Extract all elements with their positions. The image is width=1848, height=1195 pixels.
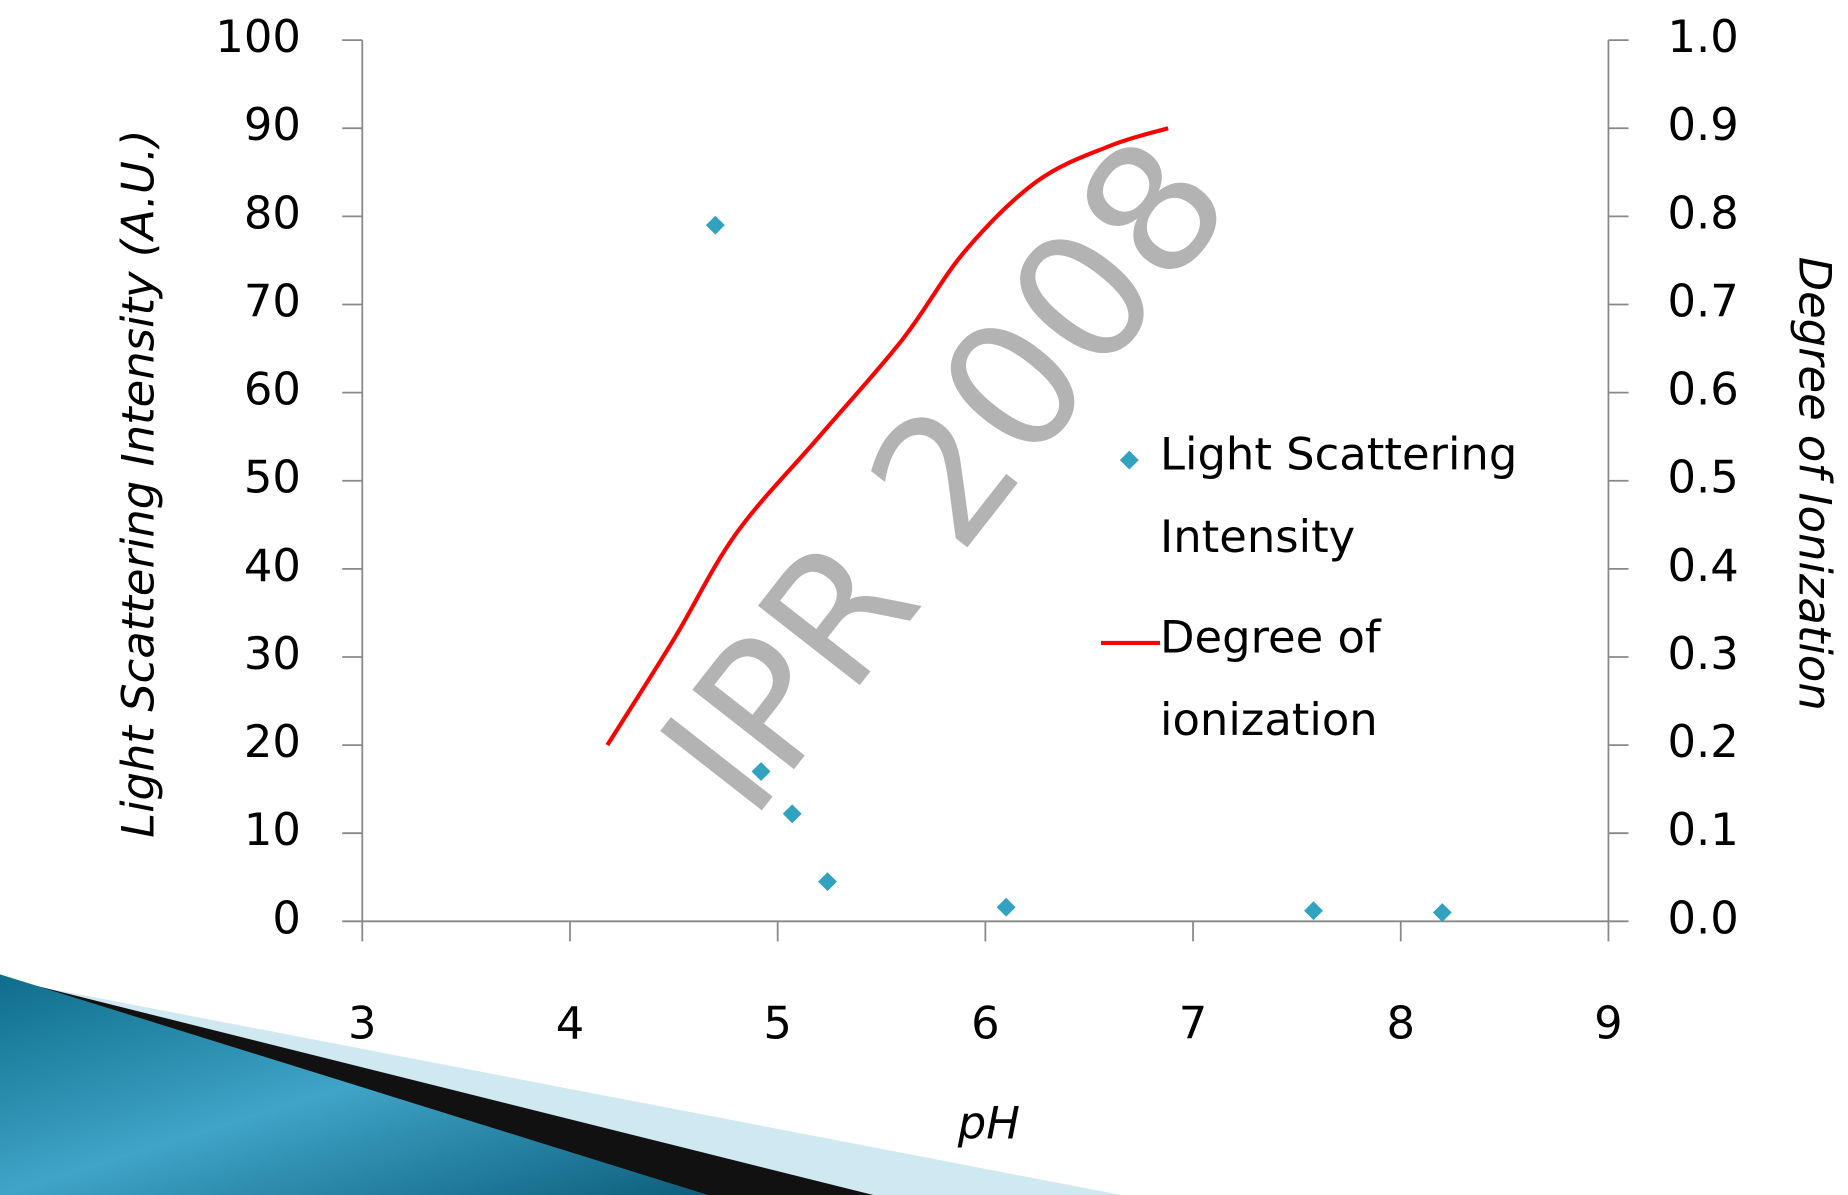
legend-item: Light Scattering Intensity (1160, 413, 1597, 590)
page: IPR 2008 Light Scattering Intensity (A.U… (0, 0, 1848, 1195)
y2-tick-label: 1.0 (1667, 10, 1738, 63)
legend-label: Light Scattering Intensity (1160, 413, 1597, 578)
y-tick-label: 10 (244, 803, 301, 856)
y2-tick-label: 0.0 (1667, 891, 1738, 944)
legend-marker (1120, 451, 1139, 470)
scatter-point (997, 898, 1016, 917)
scatter-point (706, 216, 725, 235)
scatter-point (818, 872, 837, 891)
x-tick-label: 8 (1386, 996, 1415, 1049)
y-tick-label: 40 (244, 539, 301, 592)
legend-item: Degree of ionization (1160, 596, 1597, 773)
y-tick-label: 100 (215, 10, 301, 63)
chart: IPR 2008 Light Scattering Intensity (A.U… (0, 0, 1848, 1195)
y2-tick-label: 0.1 (1667, 803, 1738, 856)
legend-label: Degree of ionization (1160, 596, 1597, 761)
y2-axis-title: Degree of Ionization (1788, 257, 1841, 711)
y2-tick-label: 0.5 (1667, 451, 1738, 504)
y2-tick-label: 0.4 (1667, 539, 1738, 592)
x-tick-label: 3 (348, 996, 377, 1049)
legend: Light Scattering Intensity Degree of ion… (1101, 413, 1597, 773)
y2-tick-label: 0.6 (1667, 363, 1738, 416)
y-axis-title: Light Scattering Intensity (A.U.) (112, 129, 165, 837)
y2-tick-label: 0.7 (1667, 274, 1738, 327)
y-tick-label: 80 (244, 186, 301, 239)
y-tick-label: 50 (244, 451, 301, 504)
x-tick-label: 9 (1594, 996, 1623, 1049)
y-tick-label: 60 (244, 363, 301, 416)
y2-tick-label: 0.2 (1667, 715, 1738, 768)
x-axis-title: pH (957, 1097, 1020, 1150)
scatter-point (1304, 901, 1323, 920)
y2-tick-label: 0.9 (1667, 98, 1738, 151)
x-tick-label: 5 (763, 996, 792, 1049)
x-tick-label: 6 (971, 996, 1000, 1049)
scatter-point (1433, 903, 1452, 922)
y-tick-label: 20 (244, 715, 301, 768)
x-tick-label: 4 (556, 996, 585, 1049)
y-tick-label: 70 (244, 274, 301, 327)
y-tick-label: 30 (244, 627, 301, 680)
y-tick-label: 0 (272, 891, 301, 944)
x-tick-label: 7 (1179, 996, 1208, 1049)
y2-tick-label: 0.8 (1667, 186, 1738, 239)
y2-tick-label: 0.3 (1667, 627, 1738, 680)
y-tick-label: 90 (244, 98, 301, 151)
